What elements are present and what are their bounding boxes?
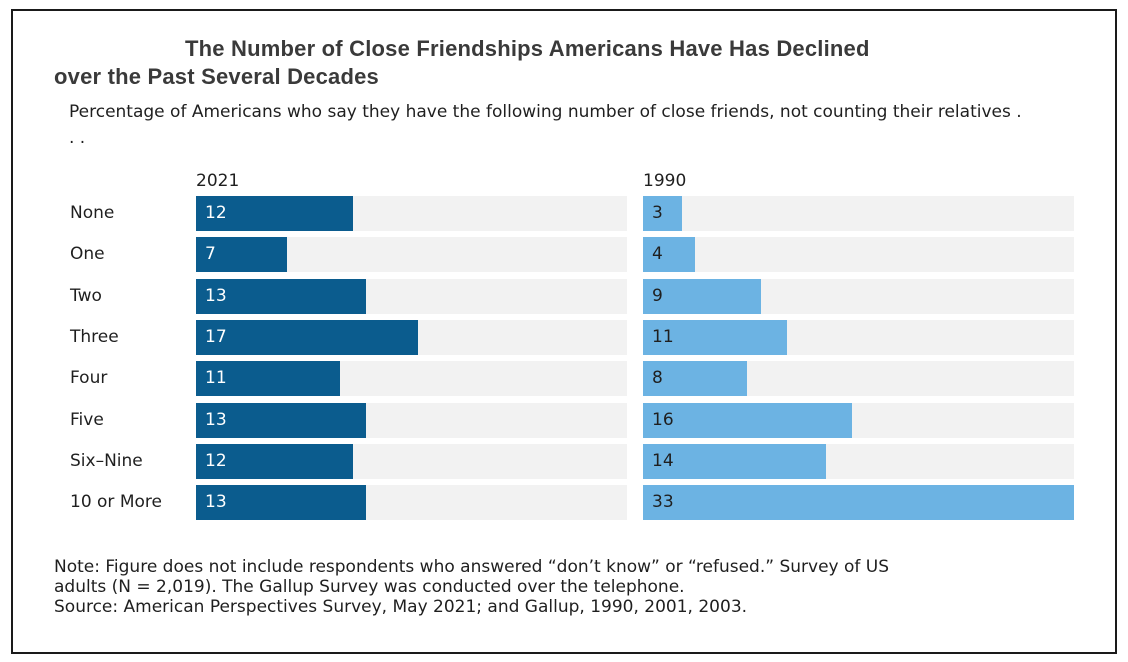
data-label-2021-2: 13 [205,285,227,306]
bar-track [643,196,1074,231]
data-label-2021-0: 12 [205,203,227,223]
chart-note: Note: Figure does not include respondent… [54,557,1094,617]
category-label: One [70,244,105,265]
bar-1990-4 [643,361,748,397]
bar-1990-0 [643,196,683,231]
data-label-2021-4: 11 [205,368,227,389]
bar-1990-7 [643,485,1074,521]
category-label: Four [70,368,108,389]
data-label-2021-6: 12 [205,450,227,471]
chart-frame [11,9,1117,654]
bar-2021-2 [196,278,366,314]
panel-header-2021: 2021 [196,171,240,191]
data-label-1990-2: 9 [652,285,663,306]
data-label-2021-5: 13 [205,409,227,430]
bar-2021-4 [196,361,340,397]
chart-title-line2: over the Past Several Decades [54,64,379,89]
category-label: Three [70,326,119,347]
category-label: None [70,203,115,223]
note-line-2: adults (N = 2,019). The Gallup Survey wa… [54,577,685,597]
data-label-1990-0: 3 [652,203,663,223]
bar-1990-3 [643,319,787,355]
bar-1990-2 [643,278,761,314]
bar-2021-0 [196,196,353,231]
chart-subtitle: Percentage of Americans who say they hav… [69,102,1022,148]
data-label-1990-4: 8 [652,368,663,389]
bar-2021-1 [196,237,288,273]
bar-2021-6 [196,443,353,479]
category-label: Five [70,409,104,430]
data-label-1990-6: 14 [652,450,674,471]
note-line-1: Note: Figure does not include respondent… [54,557,890,577]
data-label-2021-7: 13 [205,492,227,513]
data-label-1990-5: 16 [652,409,674,430]
panel-header-1990: 1990 [643,171,687,191]
category-label: 10 or More [70,492,162,513]
bar-track [643,237,1074,273]
bar-2021-7 [196,485,366,521]
data-label-1990-1: 4 [652,244,663,265]
bar-2021-5 [196,402,366,438]
category-label: Six–Nine [70,450,143,471]
category-label: Two [70,285,102,306]
bar-1990-1 [643,237,696,273]
data-label-1990-3: 11 [652,326,674,347]
data-label-1990-7: 33 [652,492,674,513]
data-label-2021-3: 17 [205,326,227,347]
data-label-2021-1: 7 [205,244,216,265]
bar-1990-5 [643,402,852,438]
source-line: Source: American Perspectives Survey, Ma… [54,597,748,617]
chart-title-line1: The Number of Close Friendships American… [185,36,870,61]
bar-2021-3 [196,319,419,355]
bar-1990-6 [643,443,826,479]
